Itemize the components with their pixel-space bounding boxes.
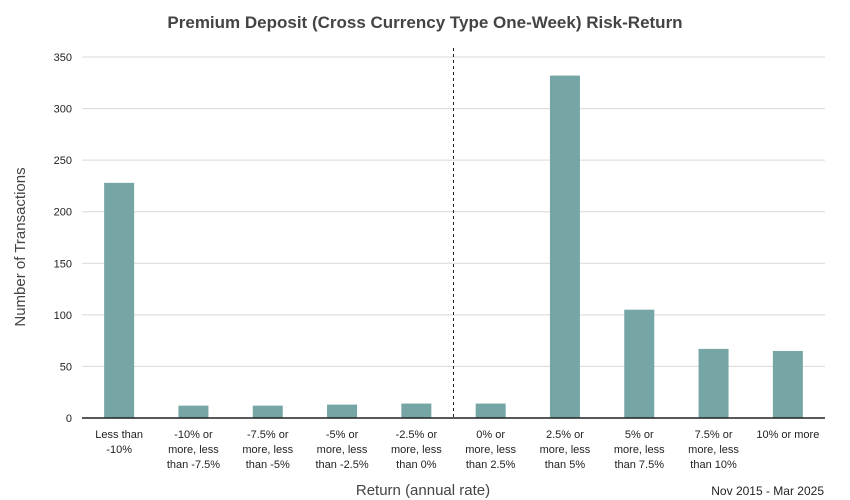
x-category-label-line: than 7.5%	[614, 459, 664, 471]
bar	[698, 348, 729, 418]
x-category-label-line: more, less	[391, 444, 442, 456]
x-category-label: -7.5% or more, less than -5%	[242, 429, 293, 471]
x-category-label-line: than 5%	[545, 459, 586, 471]
x-category-label: 2.5% or more, less than 5%	[540, 429, 591, 471]
x-category-label-line: -10%	[106, 444, 132, 456]
chart-title: Premium Deposit (Cross Currency Type One…	[167, 13, 682, 32]
y-tick-label: 0	[66, 413, 72, 425]
y-tick-label: 200	[54, 207, 72, 219]
x-category-label-line: more, less	[168, 444, 219, 456]
bar	[624, 309, 655, 418]
bars	[104, 75, 803, 419]
x-category-label: 0% or more, less than 2.5%	[465, 429, 516, 471]
x-category-label-line: 10% or more	[756, 429, 819, 441]
bar	[104, 182, 135, 418]
x-category-label-line: than 2.5%	[466, 459, 516, 471]
x-category-label-line: 7.5% or	[695, 429, 733, 441]
y-tick-label: 350	[54, 52, 72, 64]
y-axis-title: Number of Transactions	[12, 167, 29, 326]
x-category-label-line: than 10%	[690, 459, 737, 471]
period-note: Nov 2015 - Mar 2025	[711, 484, 824, 498]
x-category-label-line: -10% or	[174, 429, 213, 441]
bar	[252, 405, 283, 418]
y-axis-ticks: 0 50 100 150 200 250 300 350	[54, 52, 72, 425]
bar	[772, 350, 803, 418]
x-category-label-line: 5% or	[625, 429, 654, 441]
x-category-label: Less than -10%	[95, 429, 143, 456]
y-tick-label: 100	[54, 310, 72, 322]
x-category-label-line: more, less	[540, 444, 591, 456]
y-tick-label: 250	[54, 155, 72, 167]
bar	[401, 403, 432, 418]
x-category-label-line: -5% or	[326, 429, 359, 441]
x-category-label-line: than -2.5%	[315, 459, 368, 471]
x-category-label-line: more, less	[688, 444, 739, 456]
x-category-label-line: than -5%	[246, 459, 290, 471]
y-tick-label: 300	[54, 104, 72, 116]
x-category-label: 10% or more	[756, 429, 819, 441]
x-category-label: 7.5% or more, less than 10%	[688, 429, 739, 471]
x-category-label: -10% or more, less than -7.5%	[167, 429, 220, 471]
x-category-label-line: -7.5% or	[247, 429, 289, 441]
x-category-label: 5% or more, less than 7.5%	[614, 429, 665, 471]
x-category-label-line: more, less	[614, 444, 665, 456]
x-category-label-line: Less than	[95, 429, 143, 441]
x-category-label-line: more, less	[465, 444, 516, 456]
y-tick-label: 50	[60, 361, 72, 373]
y-tick-label: 150	[54, 258, 72, 270]
x-category-label-line: 2.5% or	[546, 429, 584, 441]
bar	[178, 405, 209, 418]
bar	[475, 403, 506, 418]
x-category-label-line: more, less	[242, 444, 293, 456]
x-category-label-line: -2.5% or	[396, 429, 438, 441]
x-category-label-line: more, less	[317, 444, 368, 456]
x-category-label-line: 0% or	[476, 429, 505, 441]
x-category-label: -2.5% or more, less than 0%	[391, 429, 442, 471]
x-axis-title: Return (annual rate)	[356, 482, 490, 499]
x-category-label-line: than 0%	[396, 459, 437, 471]
bar	[549, 75, 580, 419]
x-axis-categories: Less than -10% -10% or more, less than -7.5%…	[95, 429, 819, 471]
bar	[327, 404, 358, 418]
x-category-label-line: than -7.5%	[167, 459, 220, 471]
x-category-label: -5% or more, less than -2.5%	[315, 429, 368, 471]
